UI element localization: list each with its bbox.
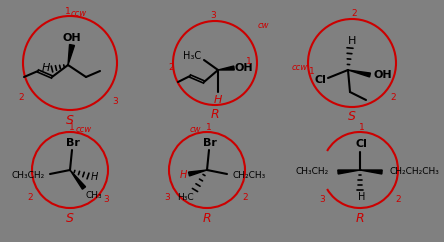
Text: 3: 3 [164,194,170,203]
Text: ccw: ccw [76,124,92,134]
Text: 2: 2 [390,92,396,101]
Text: 2: 2 [27,194,33,203]
Text: ccw: ccw [292,63,308,73]
Text: cw: cw [189,124,201,134]
Text: H₃C: H₃C [183,51,201,61]
Text: S: S [66,113,74,127]
Text: 1: 1 [65,7,71,15]
Text: Br: Br [203,138,217,148]
Text: 1: 1 [206,122,212,131]
Text: 3: 3 [210,12,216,21]
Text: H: H [214,95,222,105]
Text: cw: cw [257,22,269,30]
Text: H₃C: H₃C [177,192,193,202]
Text: 2: 2 [351,9,357,18]
Text: Br: Br [66,138,80,148]
Text: H: H [179,170,186,180]
Text: CH₃CH₂: CH₃CH₂ [295,167,329,176]
Text: H: H [358,192,366,202]
Text: 1: 1 [359,122,365,131]
Text: 3: 3 [112,98,118,106]
Text: H: H [90,172,98,182]
Polygon shape [68,45,75,65]
Text: 2: 2 [18,93,24,103]
Text: 1: 1 [309,67,315,76]
Text: 3: 3 [103,196,109,204]
Polygon shape [348,70,370,77]
Text: H: H [42,63,50,73]
Text: S: S [348,111,356,123]
Text: 3: 3 [319,196,325,204]
Polygon shape [70,170,86,189]
Text: R: R [211,108,219,121]
Text: 2: 2 [395,196,401,204]
Text: 2: 2 [242,194,248,203]
Text: CH₂CH₃: CH₂CH₃ [232,171,266,180]
Text: CH₂CH₂CH₃: CH₂CH₂CH₃ [389,167,439,176]
Text: Cl: Cl [314,75,326,85]
Text: ccw: ccw [71,8,87,17]
Text: H: H [348,36,356,46]
Text: R: R [203,212,211,225]
Text: 1: 1 [246,56,252,66]
Text: OH: OH [235,63,254,73]
Text: S: S [66,212,74,225]
Polygon shape [360,170,382,174]
Text: R: R [356,212,365,225]
Text: CH₃: CH₃ [86,190,102,199]
Text: CH₃CH₂: CH₃CH₂ [12,171,45,180]
Text: OH: OH [374,70,392,80]
Polygon shape [338,170,360,174]
Text: Cl: Cl [355,139,367,149]
Polygon shape [218,66,234,70]
Text: OH: OH [63,33,81,43]
Polygon shape [189,170,207,176]
Text: 1: 1 [69,122,75,131]
Text: 2: 2 [168,63,174,73]
